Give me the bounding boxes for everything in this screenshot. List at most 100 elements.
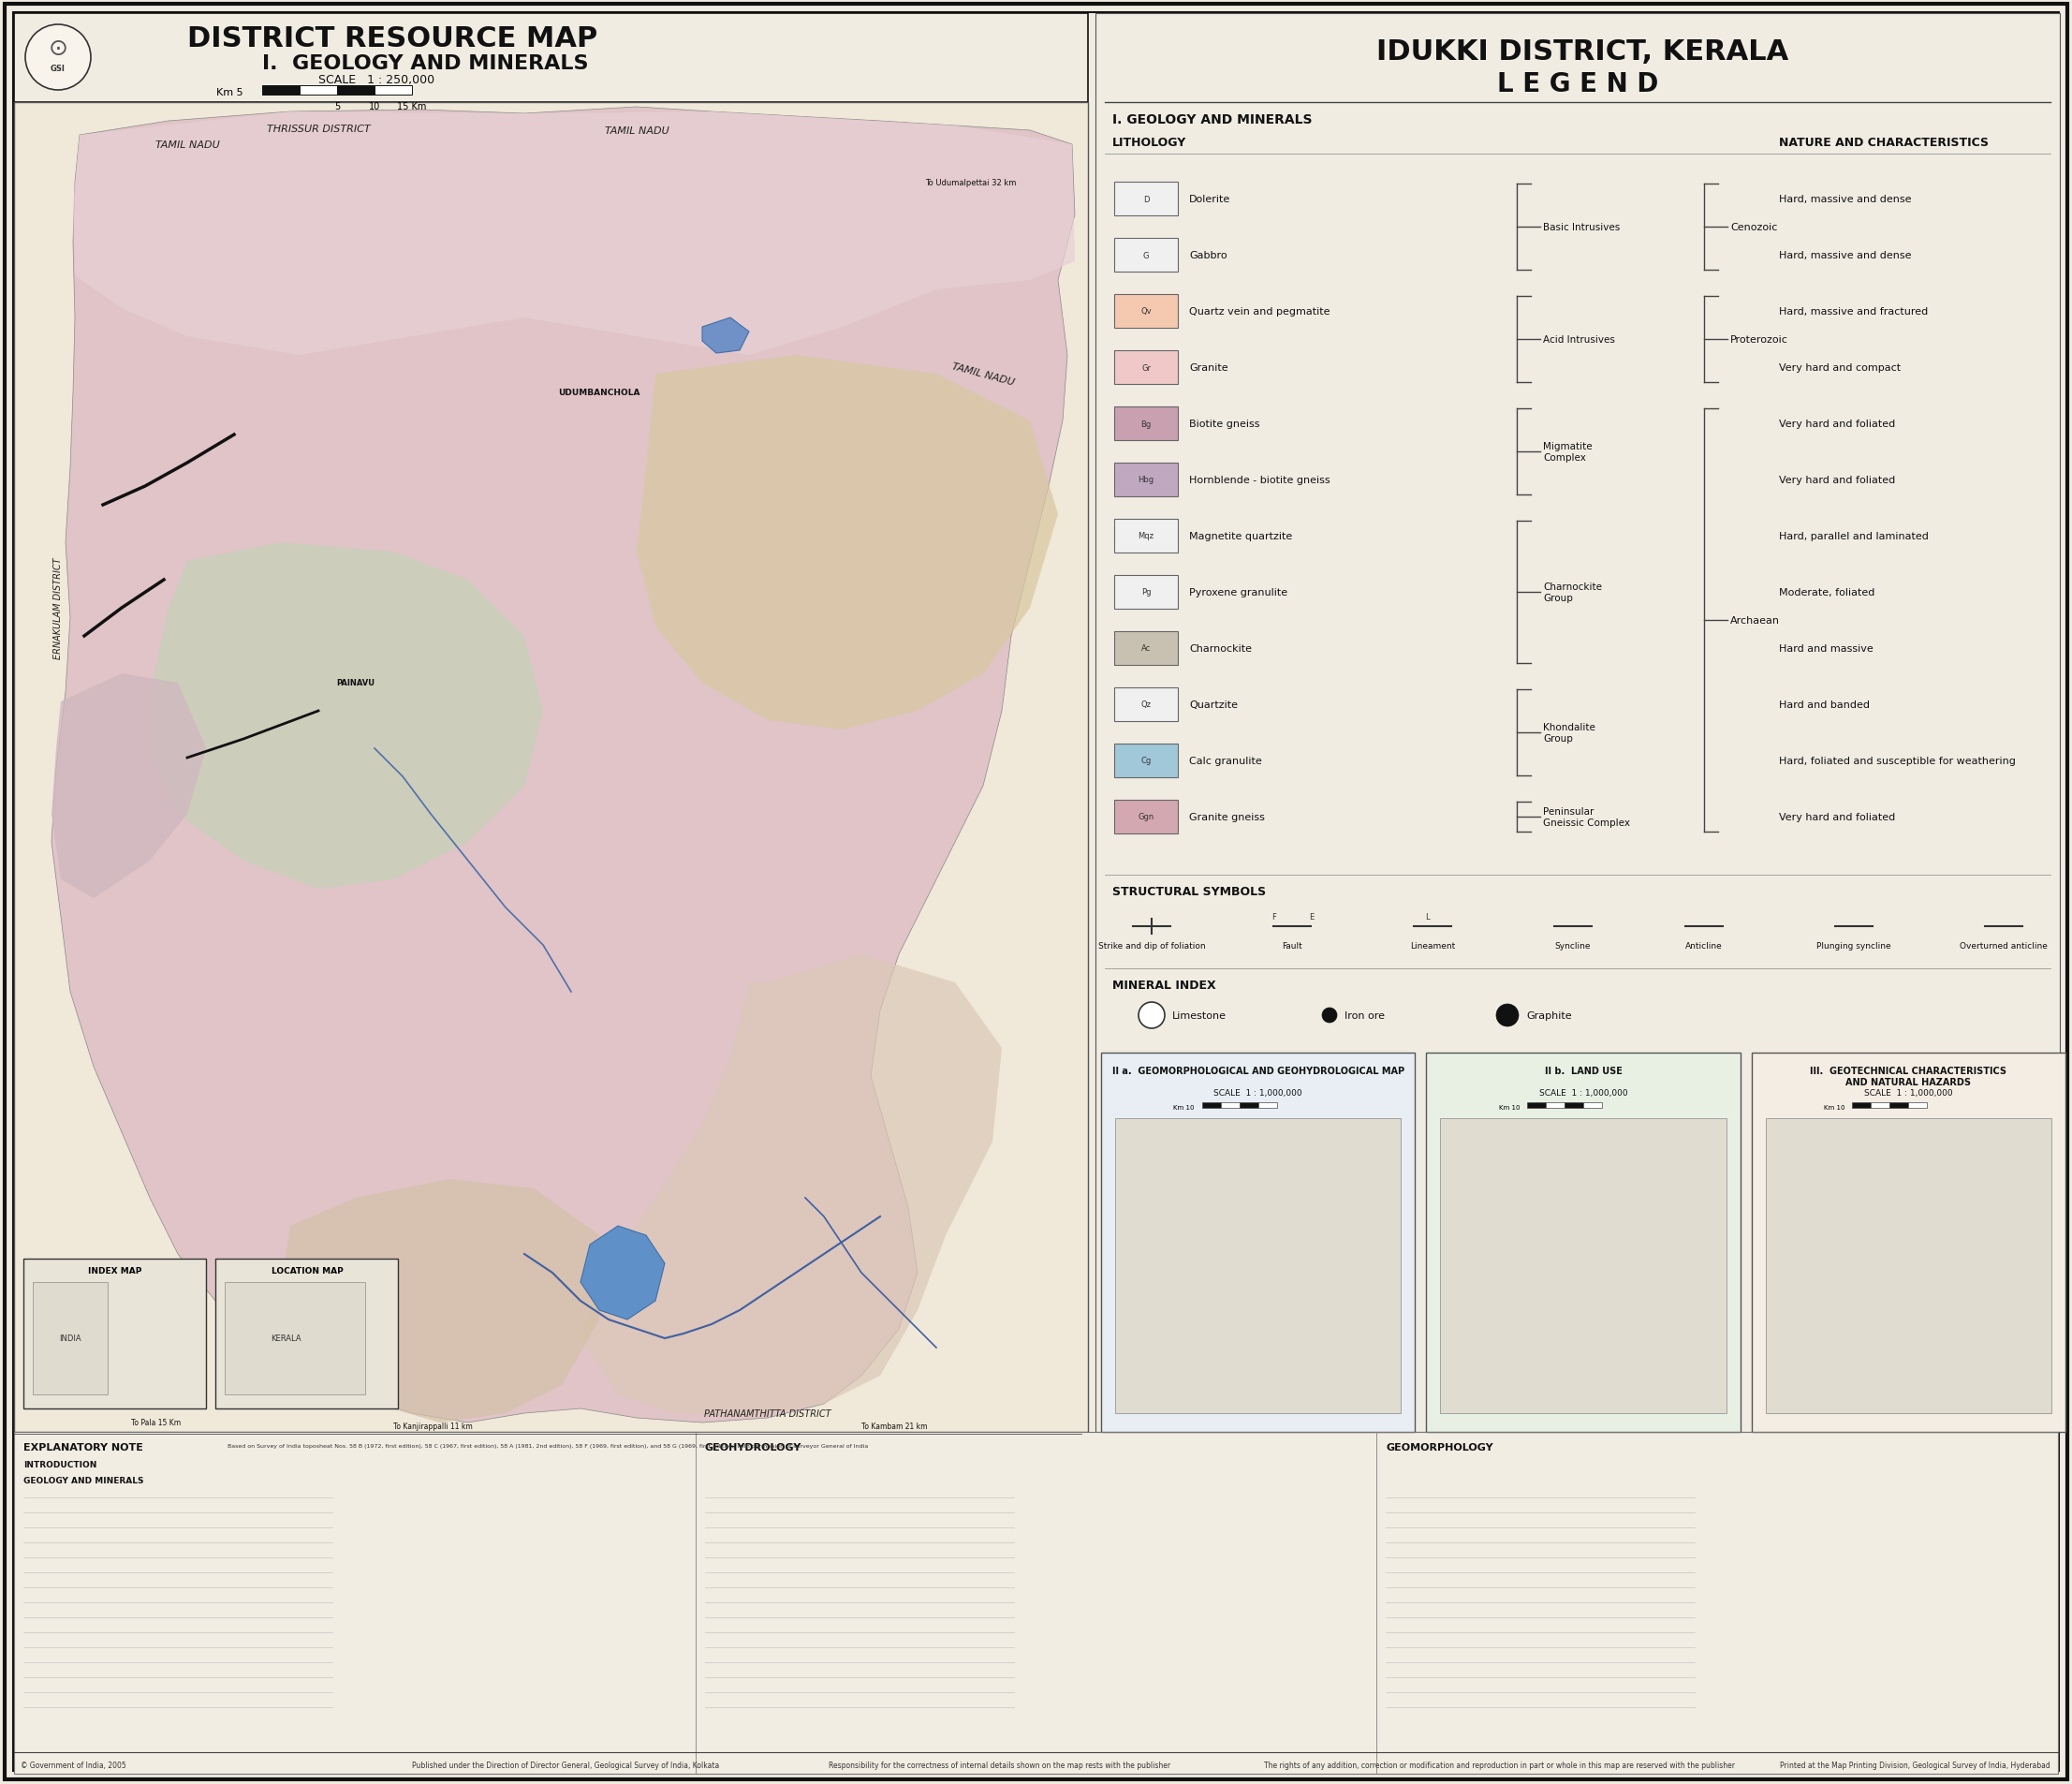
Text: KOTTAYAM DISTRICT: KOTTAYAM DISTRICT [271,1399,365,1409]
Text: Quartz vein and pegmatite: Quartz vein and pegmatite [1189,307,1330,316]
Text: © Government of India, 2005: © Government of India, 2005 [21,1761,126,1770]
Text: Mqz: Mqz [1138,532,1154,541]
Text: LOCATION MAP: LOCATION MAP [271,1267,344,1276]
Text: Magnetite quartzite: Magnetite quartzite [1189,532,1293,541]
Text: To Kambam 21 km: To Kambam 21 km [862,1422,928,1431]
Text: Hard and banded: Hard and banded [1780,699,1869,710]
Bar [375,86,412,96]
Text: L E G E N D: L E G E N D [1496,71,1658,98]
Text: Khondalite
Group: Khondalite Group [1544,723,1595,742]
Text: Migmatite
Complex: Migmatite Complex [1544,442,1591,462]
Polygon shape [52,107,1075,1422]
Bar [1751,1053,2066,1433]
Text: GEOLOGY AND MINERALS: GEOLOGY AND MINERALS [23,1477,143,1484]
Bar [1115,744,1177,778]
Bar [1239,1103,1258,1108]
Text: G: G [1144,252,1150,260]
Text: Hornblende - biotite gneiss: Hornblende - biotite gneiss [1189,476,1330,485]
Bar [1115,1119,1401,1413]
Text: Cg: Cg [1142,756,1152,765]
Circle shape [25,25,91,91]
Bar [696,1433,1376,1773]
Text: TAMIL NADU: TAMIL NADU [155,141,220,150]
Polygon shape [282,1179,599,1422]
Text: Km 10: Km 10 [1823,1104,1844,1110]
Text: Hard, massive and dense: Hard, massive and dense [1780,194,1912,203]
Bar [15,103,1088,1433]
Bar [1564,1103,1583,1108]
Text: Published under the Direction of Director General, Geological Survey of India, K: Published under the Direction of Directo… [412,1761,719,1770]
Text: Hard, parallel and laminated: Hard, parallel and laminated [1780,532,1929,541]
Bar [1115,351,1177,385]
Bar [1115,632,1177,665]
Text: Granite gneiss: Granite gneiss [1189,812,1264,822]
Text: Hard, massive and fractured: Hard, massive and fractured [1780,307,1929,316]
Text: Iron ore: Iron ore [1345,1012,1384,1020]
Bar [215,1260,398,1409]
Text: F: F [1272,913,1276,921]
Text: EXPLANATORY NOTE: EXPLANATORY NOTE [23,1441,143,1452]
Text: Qz: Qz [1142,701,1152,708]
Text: NATURE AND CHARACTERISTICS: NATURE AND CHARACTERISTICS [1780,136,1989,148]
Text: Bg: Bg [1142,419,1152,428]
Text: I.  GEOLOGY AND MINERALS: I. GEOLOGY AND MINERALS [263,54,588,73]
Text: Ac: Ac [1142,644,1150,653]
Bar [15,1433,2057,1773]
Text: ERNAKULAM DISTRICT: ERNAKULAM DISTRICT [54,558,62,660]
Bar [1258,1103,1276,1108]
Bar [1426,1053,1740,1433]
Bar [1115,294,1177,328]
Text: I. GEOLOGY AND MINERALS: I. GEOLOGY AND MINERALS [1113,112,1312,127]
Text: ⊙: ⊙ [48,37,68,61]
Polygon shape [702,318,750,353]
Text: Strike and dip of foliation: Strike and dip of foliation [1098,942,1206,951]
Text: INTRODUCTION: INTRODUCTION [23,1461,97,1468]
Text: Km 10: Km 10 [1173,1104,1193,1110]
Bar [1908,1103,1927,1108]
Polygon shape [636,355,1059,730]
Text: TAMIL NADU: TAMIL NADU [605,127,669,136]
Text: SCALE  1 : 1,000,000: SCALE 1 : 1,000,000 [1214,1088,1303,1097]
Bar [263,86,300,96]
Bar [1100,1053,1415,1433]
Text: Moderate, foliated: Moderate, foliated [1780,587,1875,598]
Text: Granite: Granite [1189,364,1229,373]
Polygon shape [52,674,205,899]
Text: Pyroxene granulite: Pyroxene granulite [1189,587,1287,598]
Text: DISTRICT RESOURCE MAP: DISTRICT RESOURCE MAP [186,25,597,54]
Bar [338,86,375,96]
Text: Syncline: Syncline [1554,942,1591,951]
Text: Hard, massive and dense: Hard, massive and dense [1780,252,1912,260]
Text: E: E [1310,913,1314,921]
Text: Acid Intrusives: Acid Intrusives [1544,335,1614,344]
Bar [1115,576,1177,610]
Text: Peninsular
Gneissic Complex: Peninsular Gneissic Complex [1544,806,1631,828]
Text: Archaean: Archaean [1730,615,1780,624]
Text: Very hard and foliated: Very hard and foliated [1780,476,1896,485]
Text: KERALA: KERALA [269,1334,300,1343]
Text: To Pala 15 Km: To Pala 15 Km [131,1418,180,1427]
Text: D: D [1144,194,1150,203]
Bar [1115,182,1177,216]
Text: Quartzite: Quartzite [1189,699,1237,710]
Bar [224,1283,365,1395]
Bar [1115,239,1177,273]
Text: IDUKKI DISTRICT, KERALA: IDUKKI DISTRICT, KERALA [1376,37,1788,64]
Bar [33,1283,108,1395]
Text: GSI: GSI [50,64,66,73]
Circle shape [1138,1003,1164,1029]
Text: PATHANAMTHITTA DISTRICT: PATHANAMTHITTA DISTRICT [704,1409,831,1418]
Polygon shape [580,1226,665,1320]
Text: PAINAVU: PAINAVU [336,680,375,687]
Text: Qv: Qv [1140,307,1152,316]
Text: Lineament: Lineament [1409,942,1455,951]
Text: Calc granulite: Calc granulite [1189,756,1262,765]
Polygon shape [73,112,1075,355]
Text: Km 10: Km 10 [1498,1104,1519,1110]
Text: Charnockite: Charnockite [1189,644,1251,653]
Text: MINERAL INDEX: MINERAL INDEX [1113,979,1216,992]
Text: SCALE   1 : 250,000: SCALE 1 : 250,000 [319,75,435,87]
Polygon shape [580,954,1003,1418]
Text: GEOHYDROLOGY: GEOHYDROLOGY [704,1441,802,1452]
Text: SCALE  1 : 1,000,000: SCALE 1 : 1,000,000 [1539,1088,1629,1097]
